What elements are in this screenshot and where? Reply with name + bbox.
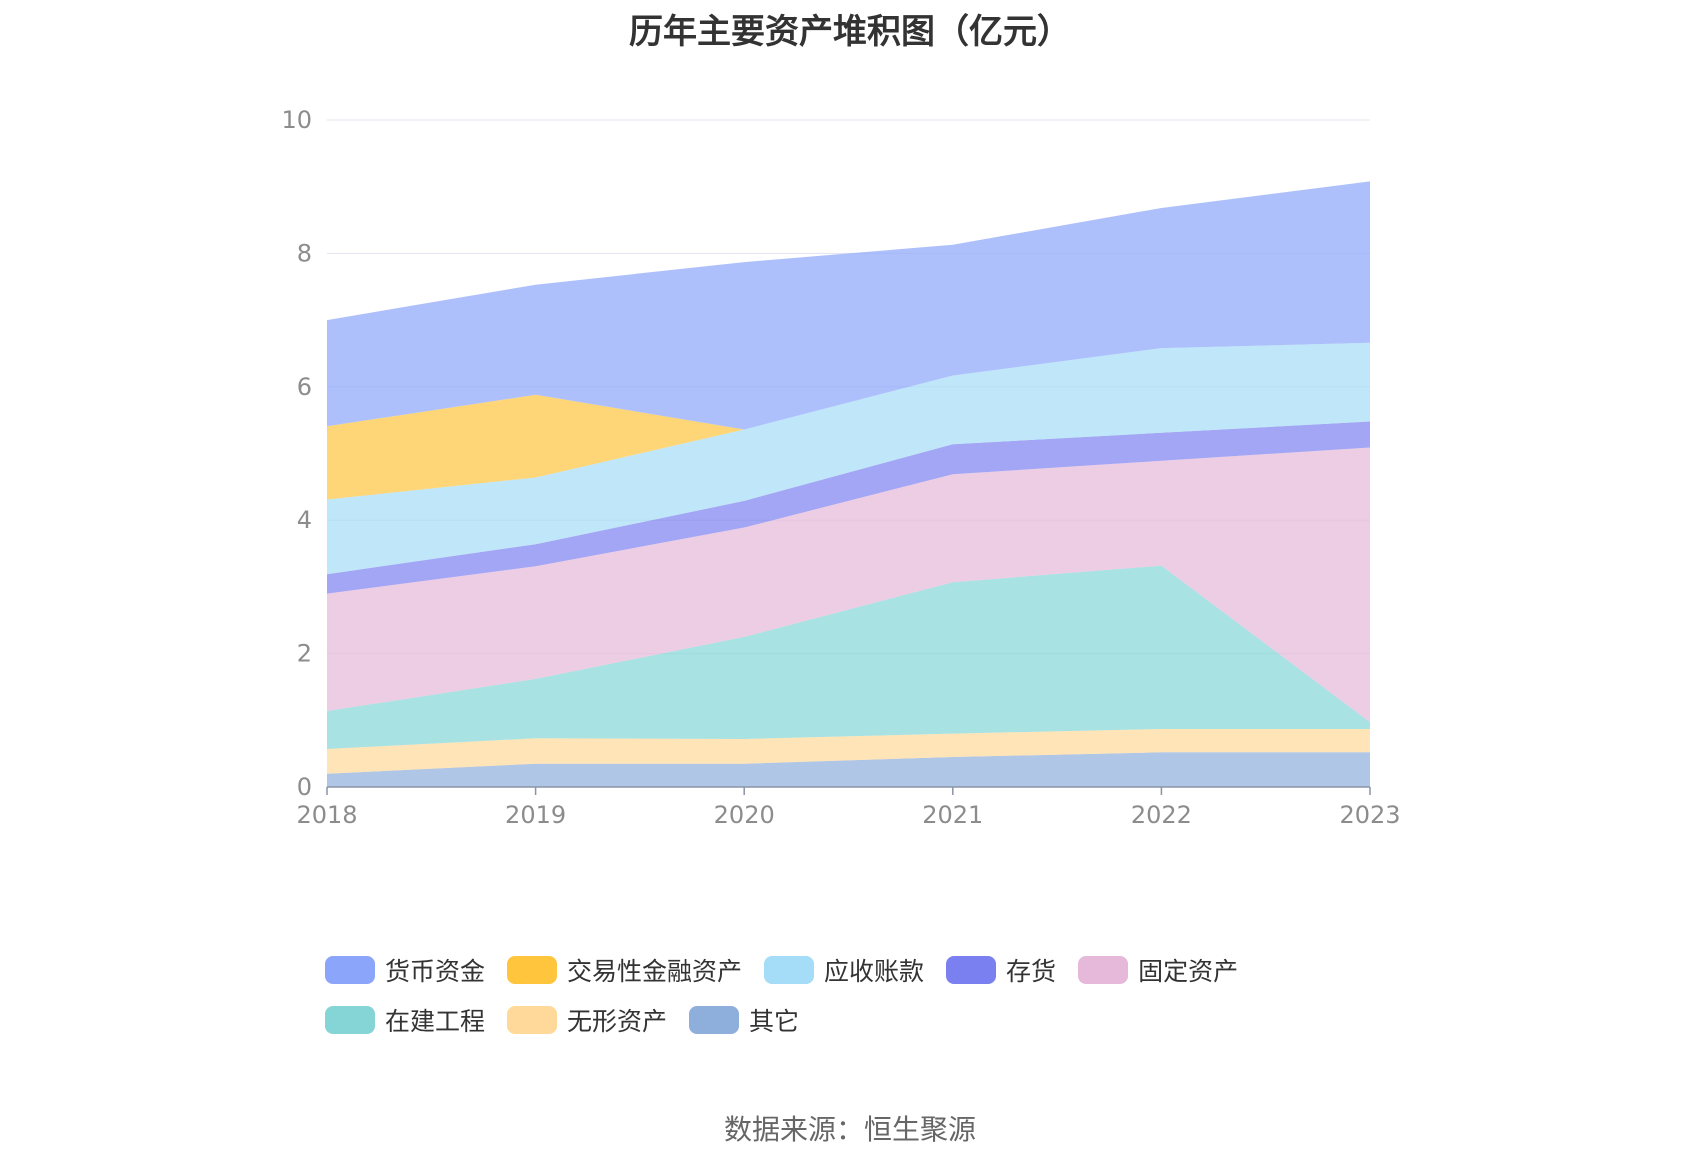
- legend-item[interactable]: 存货: [946, 955, 1057, 986]
- legend-label: 固定资产: [1138, 957, 1239, 986]
- legend-swatch: [689, 1006, 740, 1034]
- area-6: [327, 342, 1370, 500]
- x-tick-label: 2019: [505, 801, 566, 829]
- legend-swatch: [507, 956, 558, 984]
- legend-swatch: [1078, 956, 1129, 984]
- legend-label: 应收账款: [824, 957, 925, 986]
- legend-item[interactable]: 交易性金融资产: [507, 955, 743, 986]
- y-tick-label: 2: [297, 640, 312, 668]
- y-tick-label: 10: [281, 106, 312, 134]
- y-tick-label: 6: [297, 373, 312, 401]
- legend-swatch: [507, 1006, 558, 1034]
- legend-item[interactable]: 无形资产: [507, 1005, 668, 1036]
- x-tick-label: 2023: [1339, 801, 1400, 829]
- area-5: [327, 342, 1370, 575]
- legend-item[interactable]: 货币资金: [325, 955, 486, 986]
- legend-swatch: [764, 956, 815, 984]
- legend-item[interactable]: 应收账款: [764, 955, 925, 986]
- legend-item[interactable]: 固定资产: [1078, 955, 1239, 986]
- area-1: [327, 729, 1370, 774]
- legend-label: 货币资金: [385, 957, 486, 986]
- data-source: 数据来源：恒生聚源: [723, 1113, 976, 1146]
- area-0: [327, 752, 1370, 787]
- y-tick-label: 8: [297, 239, 312, 267]
- legend-label: 在建工程: [385, 1007, 486, 1036]
- x-tick-label: 2021: [922, 801, 983, 829]
- legend-label: 交易性金融资产: [567, 957, 743, 986]
- x-tick-label: 2020: [714, 801, 775, 829]
- legend-label: 无形资产: [567, 1007, 668, 1036]
- area-7: [327, 181, 1370, 430]
- legend-swatch: [946, 956, 997, 984]
- legend-item[interactable]: 在建工程: [325, 1005, 486, 1036]
- area-4: [327, 421, 1370, 594]
- x-tick-label: 2018: [296, 801, 357, 829]
- y-tick-label: 0: [297, 773, 312, 801]
- legend-label: 其它: [749, 1007, 800, 1036]
- legend-swatch: [325, 1006, 375, 1034]
- legend-swatch: [325, 956, 375, 984]
- area-series: [327, 181, 1370, 787]
- chart-legend: 货币资金 交易性金融资产 应收账款 存货 固定资产在建工程 无形资产 其它: [325, 955, 1425, 1055]
- y-tick-label: 4: [297, 506, 312, 534]
- chart-title: 历年主要资产堆积图（亿元）: [629, 12, 1071, 52]
- axes: 0 2 4 6 8 10 2018 2019 2020 2021 2022 2023: [281, 106, 1400, 829]
- legend-item[interactable]: 其它: [689, 1005, 800, 1036]
- area-2: [327, 565, 1370, 749]
- area-3: [327, 447, 1370, 723]
- x-tick-label: 2022: [1131, 801, 1192, 829]
- legend-label: 存货: [1006, 957, 1057, 986]
